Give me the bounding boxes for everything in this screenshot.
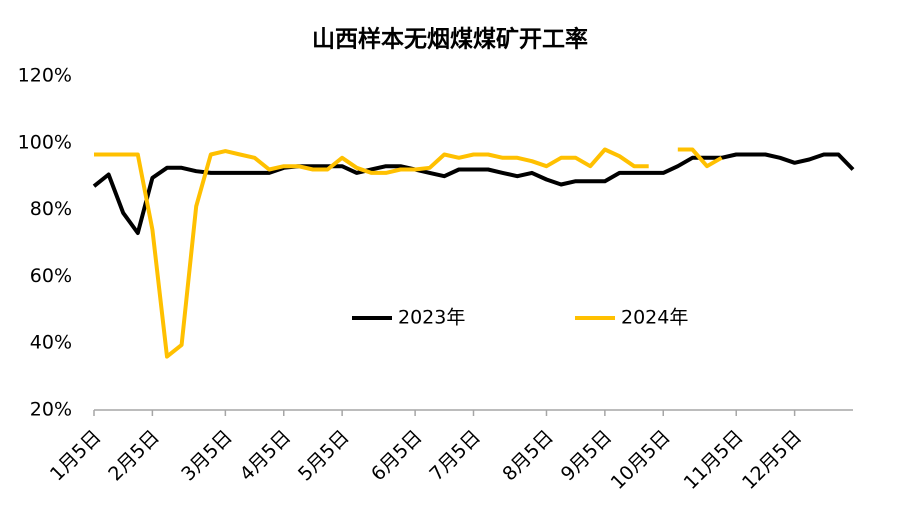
chart-title: 山西样本无烟煤煤矿开工率 <box>312 26 588 53</box>
legend-label: 2024年 <box>621 307 688 329</box>
y-tick-label: 100% <box>18 131 72 153</box>
series-line <box>94 147 723 359</box>
y-tick-label: 60% <box>30 265 72 287</box>
y-tick-label: 40% <box>30 332 72 354</box>
series-line <box>92 152 855 235</box>
y-tick-label: 120% <box>18 65 72 87</box>
legend-label: 2023年 <box>398 307 465 329</box>
y-tick-label: 20% <box>30 399 72 421</box>
y-tick-label: 80% <box>30 198 72 220</box>
